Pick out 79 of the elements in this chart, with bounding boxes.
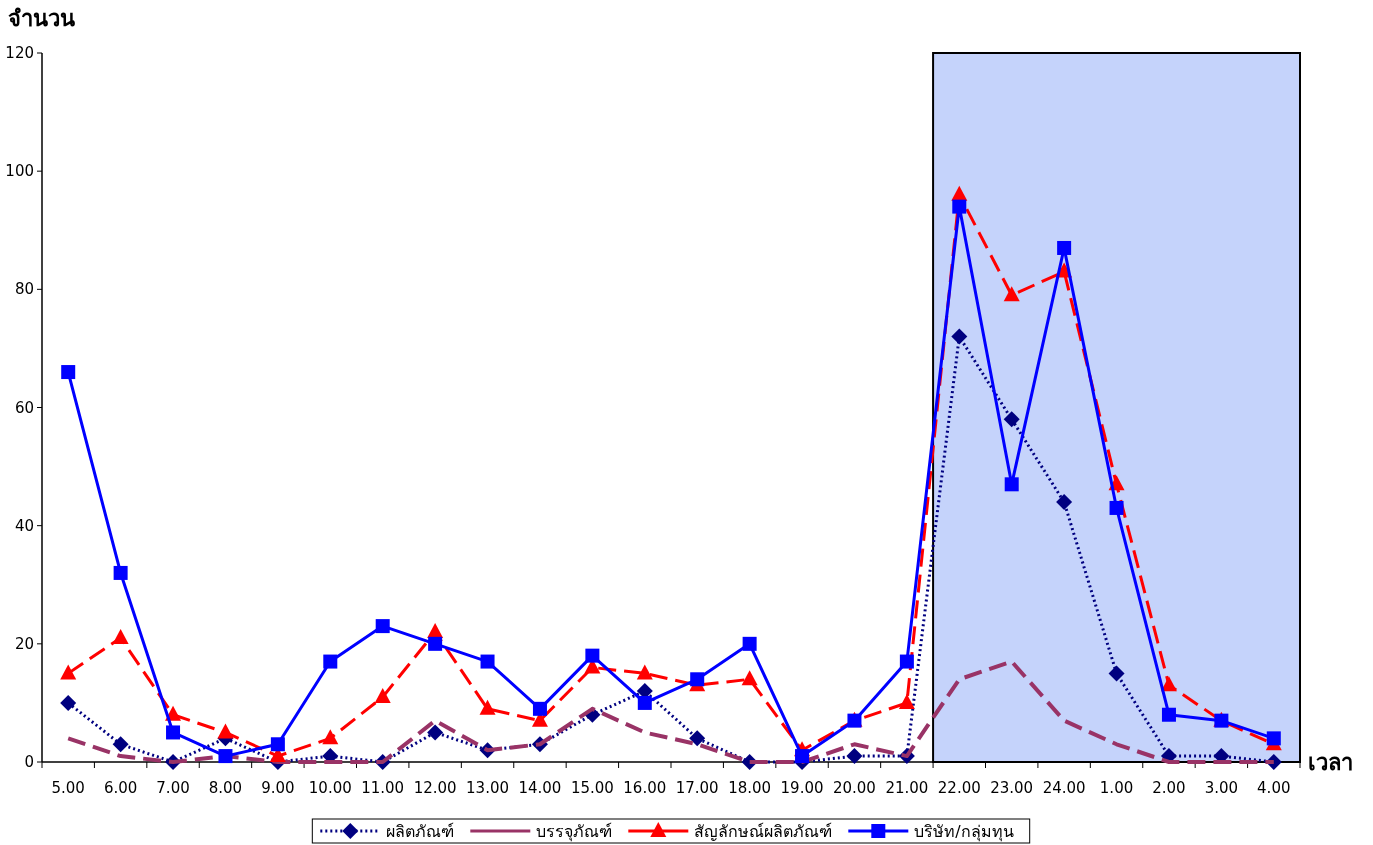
x-tick-label: 18.00: [728, 779, 772, 797]
x-tick-label: 4.00: [1257, 779, 1291, 797]
point: [899, 654, 914, 669]
point: [689, 730, 706, 747]
point: [1161, 707, 1176, 722]
y-tick-label: 0: [24, 753, 34, 771]
y-axis-title: จำนวน: [8, 6, 75, 31]
x-tick-label: 11.00: [361, 779, 405, 797]
legend-label: สัญลักษณ์ผลิตภัณฑ์: [694, 822, 833, 841]
point: [113, 565, 128, 580]
x-tick-label: 13.00: [466, 779, 510, 797]
point: [1108, 665, 1125, 682]
x-tick-label: 5.00: [51, 779, 85, 797]
x-tick-label: 21.00: [885, 779, 929, 797]
point: [428, 636, 443, 651]
x-tick-label: 6.00: [103, 779, 138, 797]
x-tick-label: 22.00: [937, 779, 981, 797]
x-tick-label: 16.00: [623, 779, 667, 797]
point: [1003, 411, 1020, 428]
x-tick-label: 1.00: [1099, 779, 1134, 797]
y-tick-label: 20: [14, 634, 34, 653]
y-tick-label: 100: [5, 162, 34, 181]
x-tick-label: 24.00: [1042, 779, 1086, 797]
point: [427, 724, 444, 741]
point: [795, 749, 810, 764]
legend-label: ผลิตภัณฑ์: [386, 822, 455, 841]
x-tick-label: 8.00: [208, 779, 243, 797]
x-axis-title: เวลา: [1308, 750, 1353, 775]
point: [479, 699, 496, 715]
point: [112, 628, 129, 644]
point: [480, 654, 495, 669]
point: [270, 737, 285, 752]
x-tick-label: 12.00: [413, 779, 457, 797]
point: [1266, 731, 1281, 746]
x-tick-label: 9.00: [261, 779, 295, 797]
point: [636, 664, 653, 680]
y-tick-label: 60: [14, 398, 34, 417]
x-tick-label: 19.00: [780, 779, 824, 797]
legend-label: บริษัท/กลุ่มทุน: [914, 822, 1014, 842]
point: [1160, 676, 1177, 692]
point: [112, 736, 129, 753]
point: [898, 693, 915, 709]
point: [585, 648, 600, 663]
y-tick-label: 80: [14, 280, 34, 299]
x-tick-label: 20.00: [832, 779, 876, 797]
point: [323, 654, 338, 669]
point: [952, 199, 967, 214]
point: [61, 365, 76, 380]
point: [60, 694, 77, 711]
point: [532, 701, 547, 716]
point: [1056, 494, 1073, 511]
x-tick-label: 10.00: [308, 779, 352, 797]
point: [690, 672, 705, 687]
point: [846, 748, 863, 765]
point: [375, 619, 390, 634]
point: [374, 688, 391, 704]
y-tick-label: 40: [14, 516, 34, 535]
point: [322, 729, 339, 745]
x-tick-label: 2.00: [1152, 779, 1186, 797]
point: [1003, 286, 1020, 302]
point: [166, 725, 181, 740]
y-tick-label: 120: [5, 44, 34, 62]
point: [951, 328, 968, 345]
point: [218, 749, 233, 764]
point: [742, 636, 757, 651]
x-tick-label: 23.00: [990, 779, 1034, 797]
point: [1004, 477, 1019, 492]
x-tick-label: 17.00: [675, 779, 719, 797]
legend-label: บรรจุภัณฑ์: [536, 822, 613, 842]
x-tick-label: 7.00: [156, 779, 190, 797]
point: [637, 695, 652, 710]
x-tick-label: 3.00: [1204, 779, 1239, 797]
point: [1109, 500, 1124, 515]
x-tick-label: 15.00: [570, 779, 614, 797]
point: [1057, 240, 1072, 255]
x-tick-label: 14.00: [518, 779, 562, 797]
point: [217, 723, 234, 739]
point: [741, 670, 758, 686]
point: [60, 664, 77, 680]
